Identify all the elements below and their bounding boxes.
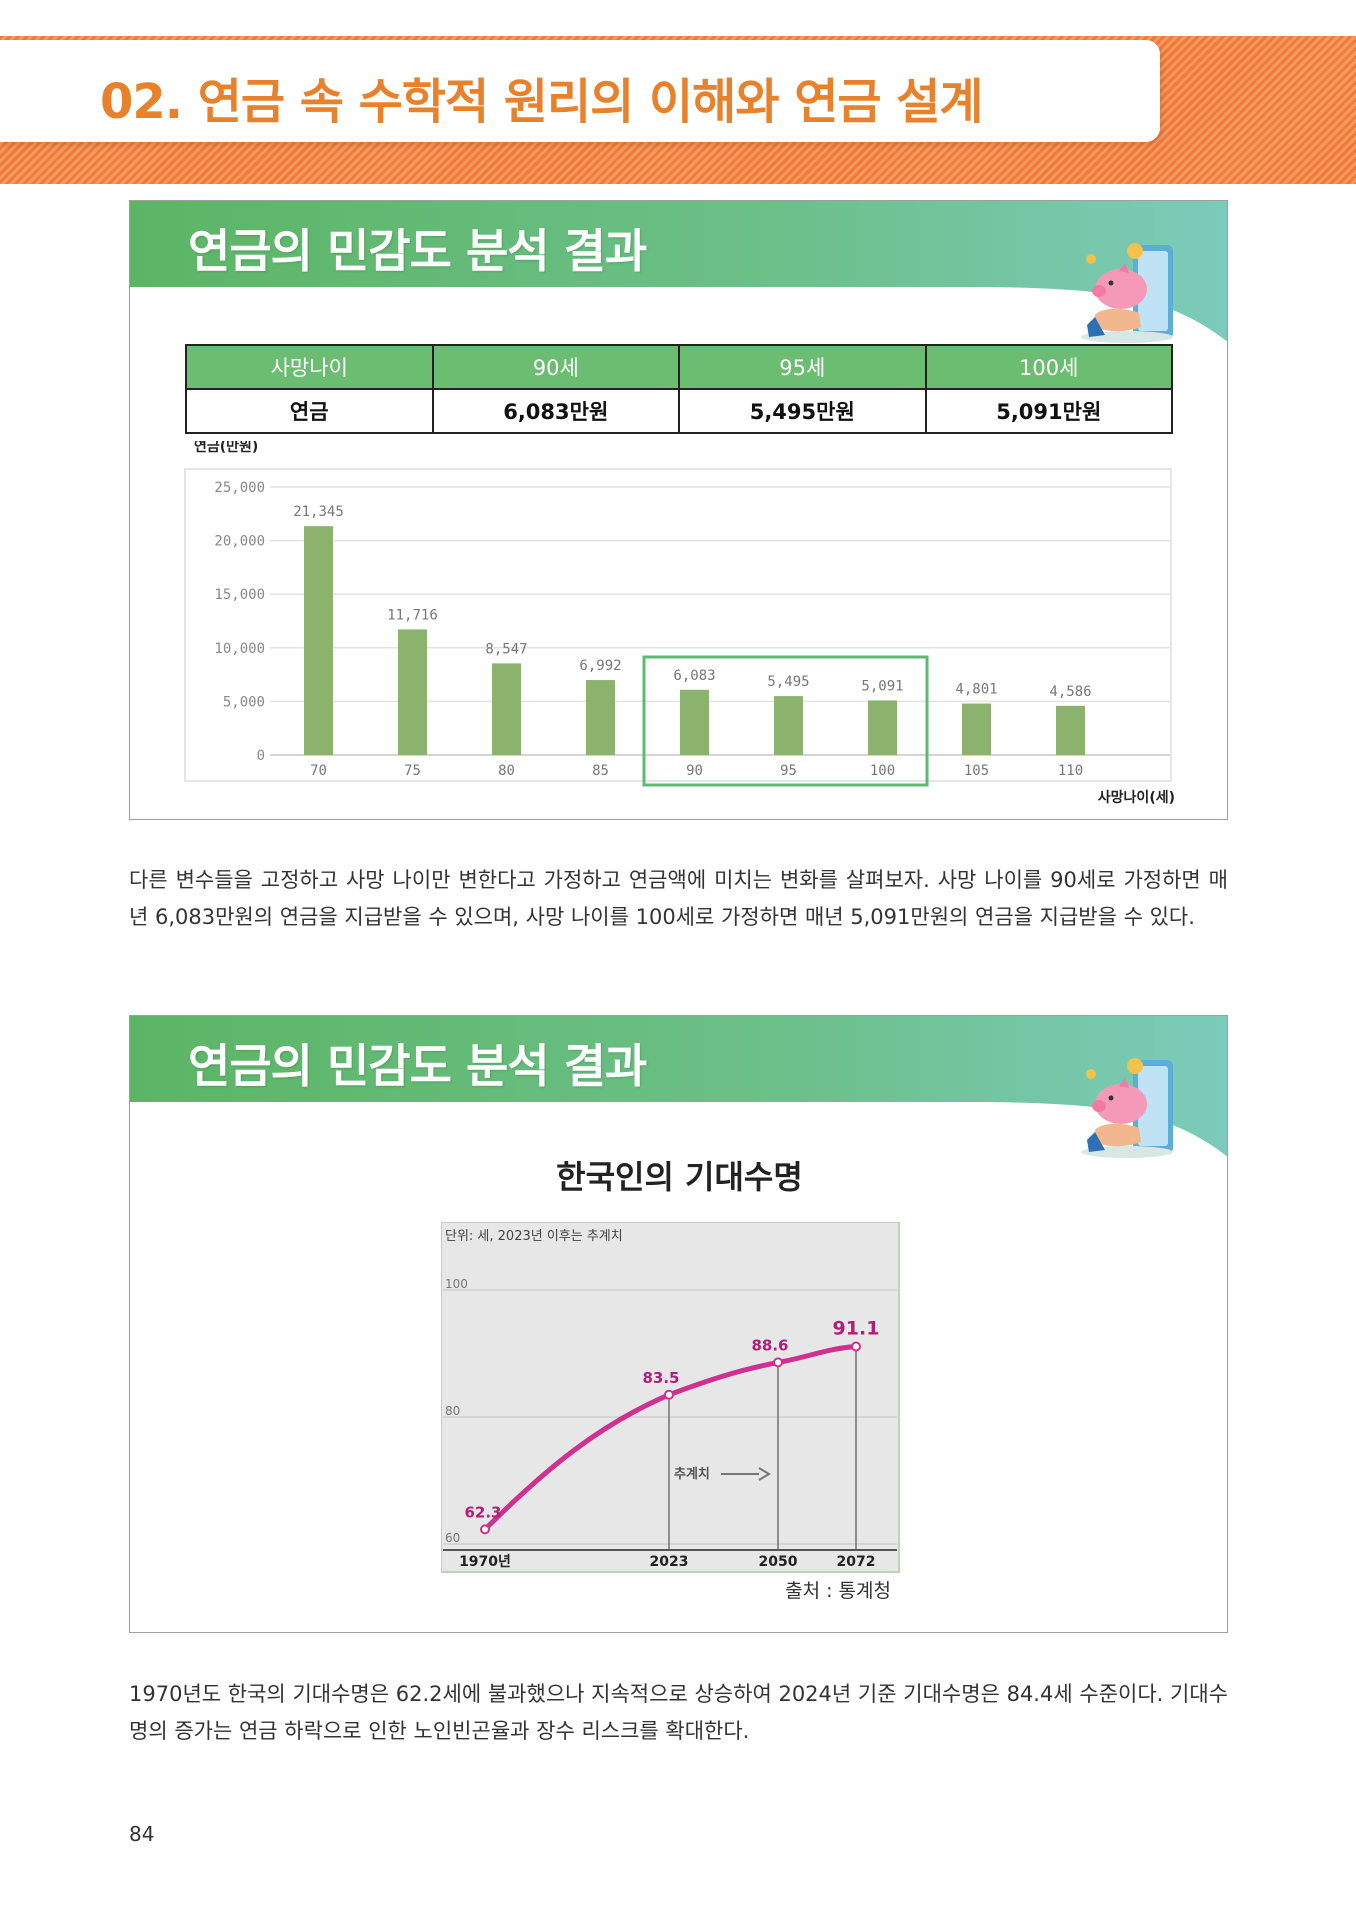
data-point [664,1389,674,1400]
data-label: 4,586 [1049,684,1091,700]
bar [492,663,521,755]
data-label: 83.5 [642,1369,679,1387]
data-label: 8,547 [485,641,527,657]
piggy-bank-icon [1081,1058,1173,1158]
bar [962,703,991,755]
pension-table: 사망나이 90세 95세 100세 연금 6,083만원 5,495만원 5,0… [185,344,1173,434]
data-label: 5,495 [767,674,809,690]
y-tick-label: 10,000 [214,641,265,657]
x-tick-label: 75 [404,763,421,779]
projection-label: 추계치 [674,1466,710,1482]
life-expectancy-chart: 단위: 세, 2023년 이후는 추계치 60 80 100 62.3 83.5 88.6 9… [441,1222,900,1573]
life-expectancy-title: 한국인의 기대수명 [556,1158,803,1196]
y-tick-label: 60 [445,1531,460,1545]
x-tick-label: 2072 [837,1554,876,1570]
table-cell: 5,495만원 [678,388,927,434]
x-tick-label: 1970년 [459,1554,511,1570]
life-expectancy-line [482,1344,859,1532]
projection-arrowhead [758,1467,771,1481]
bar [398,629,427,755]
table-header-cell: 100세 [924,344,1173,390]
header-title-box [0,40,1160,142]
bar [774,696,803,755]
y-tick-label: 100 [445,1277,468,1291]
chart-source: 출처 : 통계청 [785,1580,891,1602]
x-tick-label: 85 [592,763,609,779]
data-label: 4,801 [955,682,997,698]
bar [586,680,615,755]
table-row: 연금 6,083만원 5,495만원 5,091만원 [185,388,1173,434]
sensitivity-panel-2: 연금의 민감도 분석 결과 한국인의 기대수명 단위: 세, 2023년 이후는… [129,1015,1228,1633]
table-cell: 연금 [185,388,434,434]
data-point [773,1357,783,1368]
data-point [480,1524,490,1535]
data-label: 11,716 [387,607,438,623]
y-tick-label: 15,000 [214,587,265,603]
highlight-box [642,655,929,787]
bar [1056,705,1085,755]
y-tick-label: 80 [445,1404,460,1418]
x-tick-label: 100 [870,763,895,779]
page-number: 84 [129,1822,155,1846]
bar [868,700,897,755]
y-tick-label: 25,000 [214,480,265,496]
panel-banner [130,1016,1227,1157]
panel-title: 연금의 민감도 분석 결과 [188,1039,647,1093]
pension-bar-chart: 연금(만원) 0 5,000 10,000 15,000 20,000 25,000 21,3… [184,441,1175,806]
data-label: 62.3 [464,1503,501,1521]
data-label: 21,345 [293,504,344,520]
x-tick-label: 105 [964,763,989,779]
chart-note: 단위: 세, 2023년 이후는 추계치 [445,1229,623,1244]
data-label: 5,091 [861,678,903,694]
plot-frame [184,468,1172,782]
y-axis-label: 연금(만원) [194,441,258,455]
panel-banner [130,201,1227,342]
page-title: 02. 연금 속 수학적 원리의 이해와 연금 설계 [100,74,984,130]
x-tick-label: 70 [310,763,327,779]
data-label: 6,992 [579,658,621,674]
data-label: 6,083 [673,668,715,684]
data-point [851,1341,861,1352]
data-label: 88.6 [751,1336,788,1354]
piggy-bank-icon [1081,243,1173,343]
paragraph-1: 다른 변수들을 고정하고 사망 나이만 변한다고 가정하고 연금액에 미치는 변… [129,868,1228,929]
x-tick-label: 80 [498,763,515,779]
panel-title: 연금의 민감도 분석 결과 [188,224,647,278]
y-tick-label: 0 [257,748,265,764]
y-tick-label: 20,000 [214,534,265,550]
table-header-row: 사망나이 90세 95세 100세 [185,344,1173,390]
table-header-cell: 90세 [431,344,680,390]
data-label: 91.1 [833,1318,880,1340]
table-header-cell: 사망나이 [185,344,434,390]
x-axis-label: 사망나이(세) [1098,789,1175,806]
x-tick-label: 2023 [650,1554,689,1570]
x-tick-label: 2050 [759,1554,798,1570]
paragraph-2: 1970년도 한국의 기대수명은 62.2세에 불과했으나 지속적으로 상승하여… [129,1682,1228,1743]
table-cell: 6,083만원 [431,388,680,434]
table-cell: 5,091만원 [924,388,1173,434]
table-header-cell: 95세 [678,344,927,390]
bar [304,526,333,755]
x-tick-label: 110 [1058,763,1083,779]
x-tick-label: 90 [686,763,703,779]
x-tick-label: 95 [780,763,797,779]
y-tick-label: 5,000 [223,694,265,710]
sensitivity-panel-1: 연금의 민감도 분석 결과 사망나이 90세 95세 100세 연금 6,083… [129,200,1228,820]
bar [680,689,709,755]
